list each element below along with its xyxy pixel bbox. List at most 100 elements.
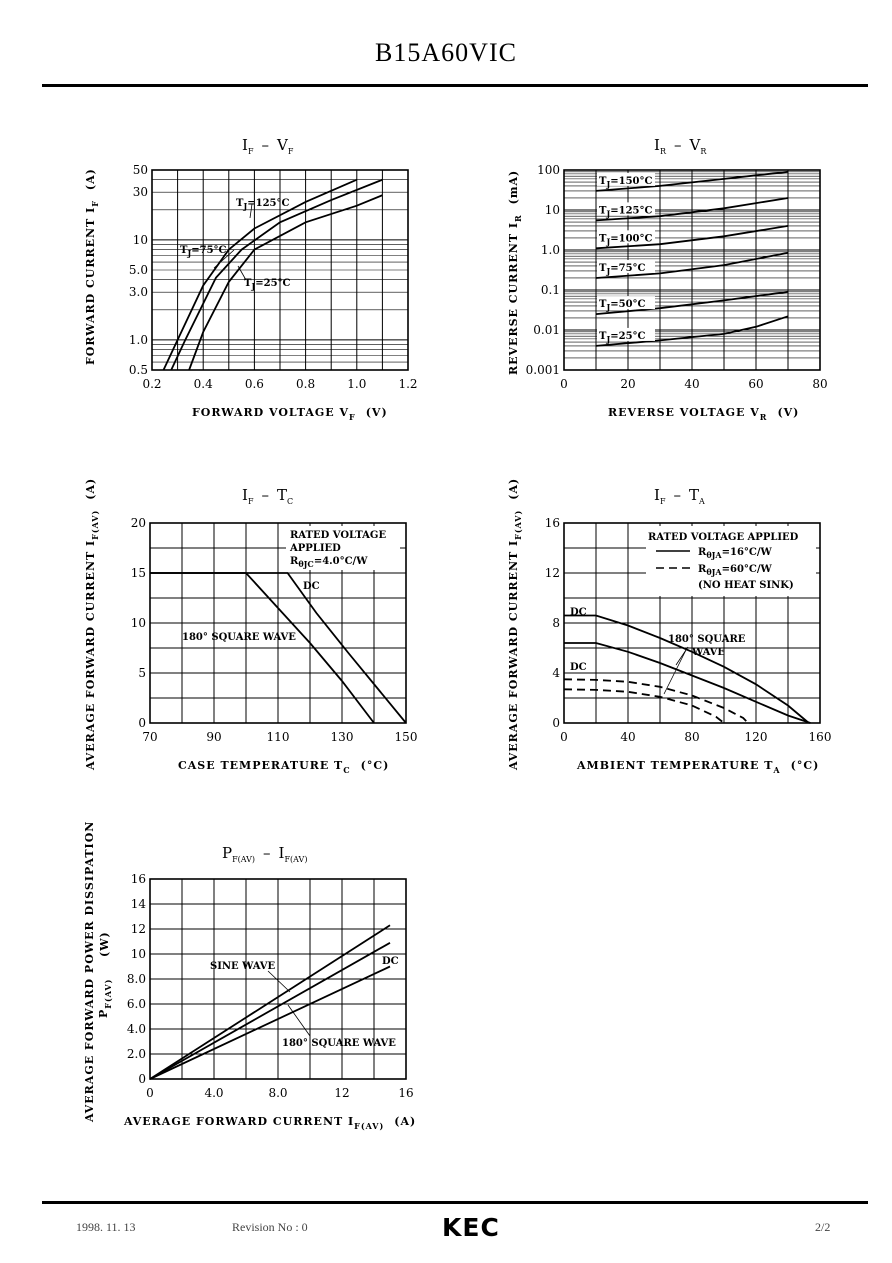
kec-logo: KEC (442, 1213, 500, 1242)
x-tick-label: 0.6 (245, 377, 264, 391)
label-dc: DC (303, 581, 320, 592)
y-axis-label-line1: AVERAGE FORWARD POWER DISSIPATION (83, 821, 96, 1123)
label-dc: DC (382, 956, 399, 967)
series-label-bg (597, 230, 655, 244)
label-dc-solid: DC (570, 607, 587, 618)
note-rated-voltage-applied: RATED VOLTAGE APPLIED (648, 532, 799, 543)
footer-rule (42, 1201, 868, 1204)
series-line (595, 315, 789, 347)
x-tick-label: 0.2 (142, 377, 161, 391)
y-tick-label: 3.0 (129, 285, 148, 299)
x-tick-label: 110 (267, 730, 290, 744)
chart-if-vf: 0.2 0.4 0.6 0.8 1.0 1.2 0.5 1.0 3.0 5.0 10 30 50 IF –… (84, 136, 418, 422)
grid (152, 170, 408, 370)
x-tick-label: 0 (146, 1086, 154, 1100)
note-rated-voltage: RATED VOLTAGE (290, 530, 386, 541)
y-tick-label: 4 (552, 666, 560, 680)
series-line (149, 924, 391, 1080)
note-rthja60: RθJA=60°C/W (698, 564, 773, 577)
leader-line (675, 646, 689, 666)
series-line (563, 688, 725, 724)
note-no-heat-sink: (NO HEAT SINK) (698, 580, 794, 591)
series-label: TJ=125°C (599, 205, 653, 218)
series-label: TJ=50°C (599, 299, 646, 312)
footer-page: 2/2 (815, 1220, 831, 1234)
x-tick-label: 0 (560, 730, 568, 744)
x-tick-label: 40 (620, 730, 635, 744)
x-tick-label: 70 (142, 730, 157, 744)
series-label-bg (597, 327, 655, 341)
y-tick-label: 12 (131, 922, 146, 936)
chart-title: IF – VF (242, 136, 294, 156)
y-tick-label: 0.01 (533, 323, 560, 337)
series-labels: TJ=150°C TJ=125°C TJ=100°C TJ=75°C TJ=50°C TJ… (597, 172, 655, 344)
x-axis-label: REVERSE VOLTAGE VR (V) (608, 406, 799, 422)
y-tick-label: 14 (131, 897, 147, 911)
x-tick-label: 16 (398, 1086, 413, 1100)
series-group (149, 924, 391, 1080)
note-background (286, 526, 400, 570)
series-line (188, 194, 383, 371)
y-tick-label: 10 (131, 616, 146, 630)
x-tick-label: 60 (748, 377, 763, 391)
footer-date: 1998. 11. 13 (76, 1220, 136, 1234)
y-tick-label: 0.1 (541, 283, 560, 297)
x-tick-label: 80 (684, 730, 699, 744)
series-label: TJ=150°C (599, 176, 653, 189)
y-tick-label: 6.0 (127, 997, 146, 1011)
series-line (564, 614, 810, 724)
x-tick-label: 0.8 (296, 377, 315, 391)
series-group (595, 170, 789, 347)
y-tick-label: 10 (133, 233, 148, 247)
grid (150, 879, 406, 1079)
header-rule (42, 84, 868, 87)
label-dc-dashed: DC (570, 662, 587, 673)
x-axis-label: CASE TEMPERATURE TC (°C) (178, 759, 389, 775)
y-axis-label: AVERAGE FORWARD CURRENT IF(AV)(A) (84, 478, 100, 771)
note-rthjc: RθJC=4.0°C/W (290, 556, 368, 569)
y-tick-label: 15 (131, 566, 146, 580)
chart-if-tc: 70 90 110 130 150 0 5 10 15 20 IF – TC CASE TEMPERA… (84, 478, 417, 775)
x-tick-label: 40 (684, 377, 699, 391)
label-wave: WAVE (691, 647, 725, 658)
x-tick-label: 150 (395, 730, 418, 744)
note-applied: APPLIED (289, 543, 341, 554)
series-line (595, 290, 789, 315)
series-line (564, 642, 811, 724)
x-tick-label: 160 (809, 730, 832, 744)
tick-labels: 0 40 80 120 160 0 4 8 12 16 (545, 516, 832, 744)
leader-line (237, 265, 247, 281)
series-line (595, 170, 789, 192)
y-tick-label: 5.0 (129, 263, 148, 277)
series-line (595, 251, 789, 279)
chart-if-ta: 0 40 80 120 160 0 4 8 12 16 IF – TA AMBIENT TEMPERA… (507, 478, 831, 775)
leader-line (287, 1004, 311, 1037)
y-tick-label: 8.0 (127, 972, 146, 986)
label-sine-wave: SINE WAVE (210, 961, 276, 972)
series-line (170, 178, 383, 371)
annotation-tj75: TJ=75°C (180, 245, 227, 258)
x-tick-label: 4.0 (204, 1086, 223, 1100)
y-tick-label: 100 (537, 163, 560, 177)
series-line (563, 678, 749, 724)
x-tick-label: 1.0 (347, 377, 366, 391)
y-axis-label-unit: (W) (98, 931, 111, 957)
x-axis-label: FORWARD VOLTAGE VF (V) (192, 406, 388, 422)
tick-labels: 0 20 40 60 80 0.001 0.01 0.1 1.0 10 100 (526, 163, 828, 391)
x-tick-label: 8.0 (268, 1086, 287, 1100)
series-line (150, 572, 407, 724)
note-background (646, 526, 816, 596)
tick-labels: 0 4.0 8.0 12 16 0 2.0 4.0 6.0 8.0 10 12 14 16 (127, 872, 414, 1100)
y-tick-label: 0.5 (129, 363, 148, 377)
y-tick-label: 0 (138, 1072, 146, 1086)
chart-title: PF(AV) – IF(AV) (222, 844, 307, 864)
x-tick-label: 90 (206, 730, 221, 744)
y-axis-label: REVERSE CURRENT IR(mA) (507, 170, 523, 375)
x-tick-label: 20 (620, 377, 635, 391)
y-tick-label: 12 (545, 566, 560, 580)
series-line (149, 965, 391, 1080)
x-tick-label: 1.2 (398, 377, 417, 391)
series-group (162, 178, 383, 371)
y-tick-label: 16 (545, 516, 560, 530)
y-axis-label: AVERAGE FORWARD CURRENT IF(AV)(A) (507, 478, 523, 771)
